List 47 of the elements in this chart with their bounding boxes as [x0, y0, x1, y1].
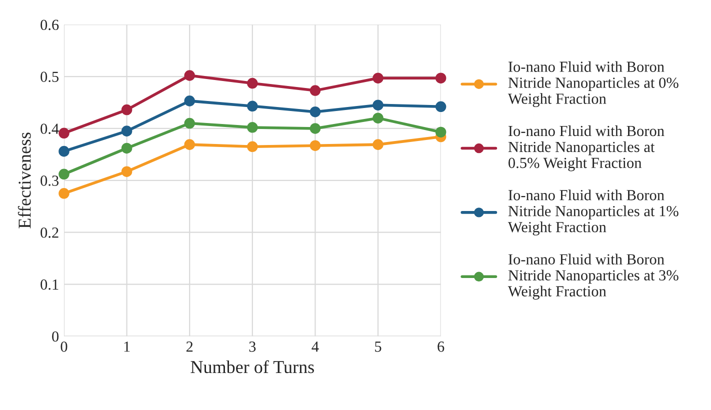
point	[372, 100, 384, 110]
y-tick-label: 0.4	[40, 124, 59, 134]
x-tick-label: 1	[124, 342, 130, 352]
point	[310, 123, 321, 134]
y-axis-title: Effectiveness	[18, 132, 31, 228]
point	[121, 142, 132, 154]
x-tick-label: 2	[186, 342, 193, 352]
point	[435, 72, 446, 84]
point	[58, 168, 70, 180]
point	[58, 146, 70, 157]
point	[247, 122, 258, 133]
point	[247, 141, 258, 152]
point	[372, 112, 384, 124]
legend-label: Io-nano Fluid with Boron Nitride Nanoparticles at 0.5% Weight Fraction	[508, 125, 664, 172]
point	[58, 188, 70, 199]
y-tick-label: 0.5	[40, 72, 59, 82]
x-tick-label: 5	[375, 342, 382, 352]
point	[435, 101, 446, 112]
point	[121, 104, 132, 116]
point	[121, 166, 132, 177]
point	[310, 140, 321, 151]
point	[58, 128, 70, 139]
point	[372, 72, 384, 84]
legend-label: Io-nano Fluid with Boron Nitride Nanoparticles at 1% Weight Fraction	[508, 190, 678, 236]
y-tick-label: 0.6	[40, 20, 59, 30]
x-tick-label: 4	[312, 342, 319, 352]
point	[435, 126, 446, 138]
x-tick-label: 6	[438, 342, 444, 352]
x-tick-label: 0	[60, 342, 68, 352]
x-axis-title: Number of Turns	[190, 360, 314, 374]
y-tick-label: 0	[52, 331, 59, 342]
point	[372, 139, 384, 150]
point	[247, 100, 258, 112]
y-tick-label: 0.2	[40, 227, 58, 238]
point	[121, 126, 132, 136]
point	[310, 85, 321, 96]
x-tick-label: 3	[249, 342, 256, 352]
legend-label: Io-nano Fluid with Boron Nitride Nanoparticles at 0% Weight Fraction	[508, 61, 678, 108]
y-tick-label: 0.1	[40, 279, 58, 290]
y-tick-label: 0.3	[40, 176, 59, 186]
point	[184, 118, 195, 129]
point	[184, 139, 195, 150]
point	[247, 78, 258, 89]
point	[184, 70, 195, 81]
point	[184, 96, 195, 106]
point	[310, 106, 321, 118]
legend-label: Io-nano Fluid with Boron Nitride Nanoparticles at 3% Weight Fraction	[508, 254, 678, 300]
